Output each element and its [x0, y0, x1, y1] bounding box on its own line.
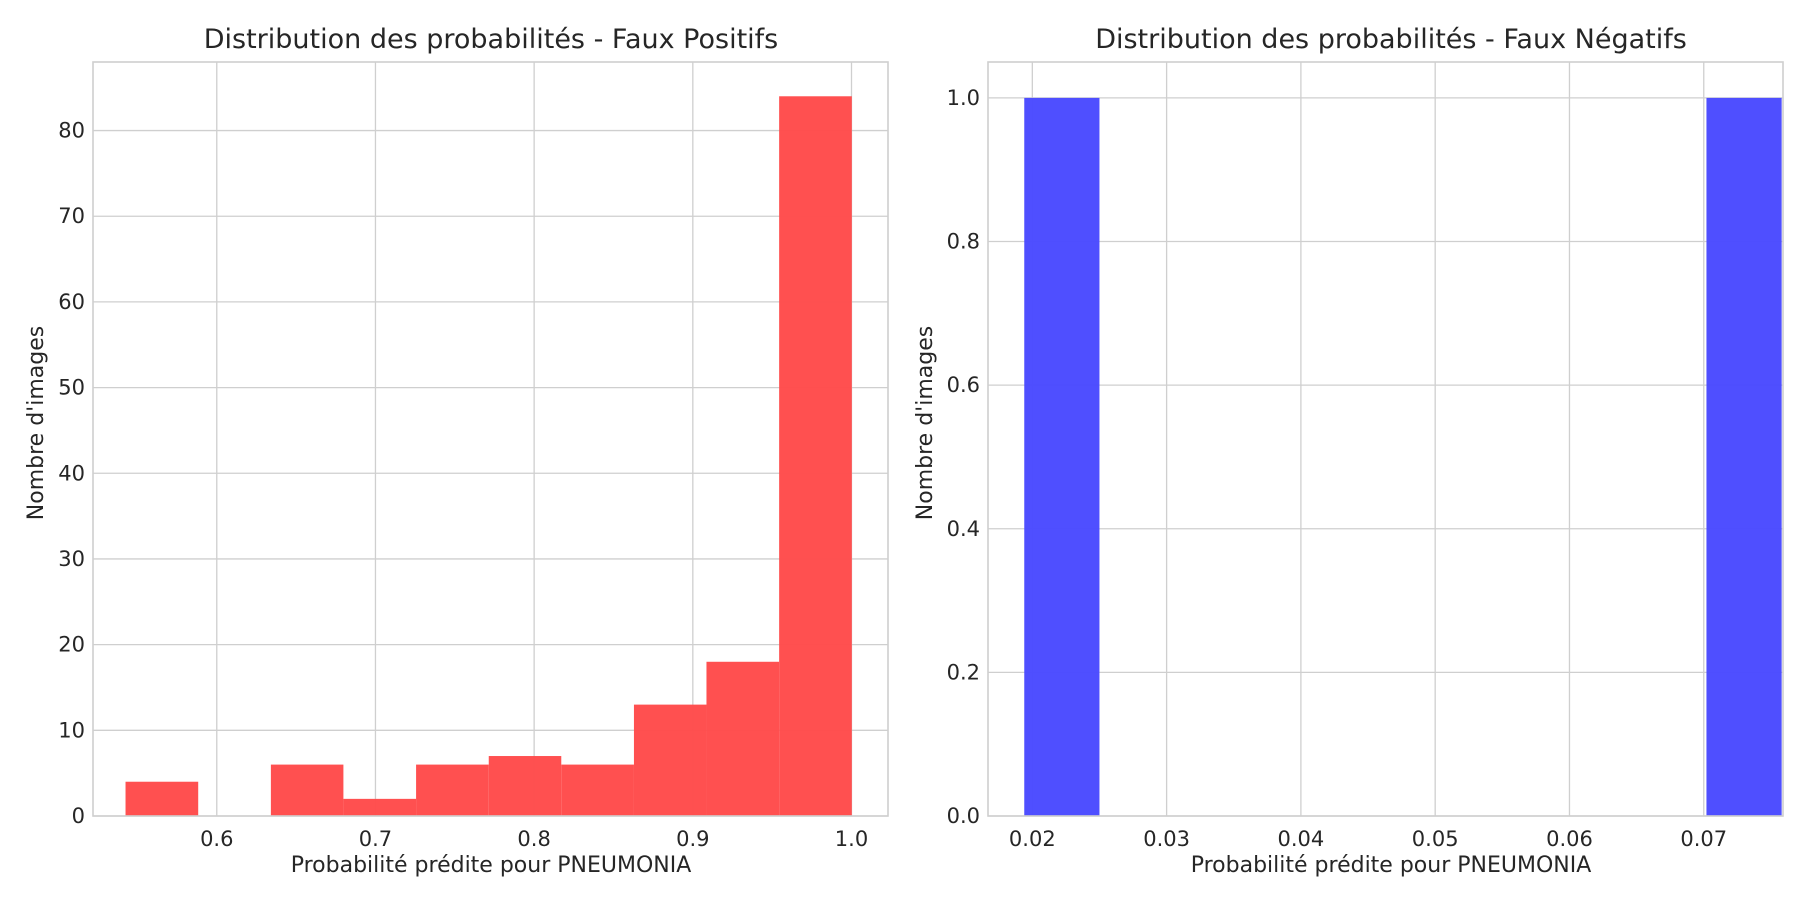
histogram-bar-fp	[633, 704, 707, 816]
y-tick-label-fp: 0	[72, 804, 85, 828]
histogram-bar-fn	[1706, 97, 1782, 816]
y-tick-label-fn: 0.8	[947, 230, 980, 254]
histogram-bar-fp	[270, 764, 344, 816]
x-tick-label-fp: 0.7	[359, 827, 392, 851]
x-tick-label-fp: 0.6	[200, 827, 233, 851]
y-tick-label-fp: 70	[58, 204, 85, 228]
y-tick-label-fn: 0.4	[947, 517, 980, 541]
y-tick-label-fp: 20	[58, 633, 85, 657]
y-tick-label-fn: 0.6	[947, 373, 980, 397]
x-tick-label-fn: 0.05	[1412, 827, 1459, 851]
x-tick-label-fn: 0.04	[1278, 827, 1325, 851]
y-tick-label-fn: 0.2	[947, 660, 980, 684]
false-negatives-panel: Distribution des probabilités - Faux Nég…	[913, 24, 1784, 878]
y-axis-label-false-positives: Nombre d'images	[24, 326, 49, 520]
plot-frame-fp	[92, 61, 889, 817]
x-tick-label-fn: 0.02	[1009, 827, 1056, 851]
y-axis-label-false-negatives: Nombre d'images	[913, 326, 938, 520]
plot-area-fn	[988, 62, 1783, 816]
histogram-bar-fp	[343, 798, 417, 816]
x-tick-label-fn: 0.06	[1546, 827, 1593, 851]
histogram-bar-fp	[416, 764, 489, 816]
histogram-bar-fp	[706, 661, 780, 816]
histogram-bar-fp	[488, 756, 562, 816]
histogram-bar-fp	[561, 764, 634, 816]
histogram-bar-fp	[779, 96, 852, 817]
histogram-bar-fn	[1024, 97, 1100, 816]
y-tick-label-fp: 50	[58, 376, 85, 400]
x-tick-label-fn: 0.03	[1143, 827, 1190, 851]
false-positives-panel: Distribution des probabilités - Faux Pos…	[24, 24, 889, 878]
y-tick-label-fn: 0.0	[947, 804, 980, 828]
x-axis-label-false-negatives: Probabilité prédite pour PNEUMONIA	[1191, 853, 1592, 878]
x-tick-label-fp: 1.0	[835, 827, 868, 851]
y-tick-label-fp: 30	[58, 547, 85, 571]
x-tick-label-fp: 0.8	[517, 827, 550, 851]
x-axis-label-false-positives: Probabilité prédite pour PNEUMONIA	[291, 853, 692, 878]
chart-title-false-negatives: Distribution des probabilités - Faux Nég…	[1095, 24, 1687, 55]
histogram-bar-fp	[125, 781, 199, 816]
x-tick-label-fp: 0.9	[676, 827, 709, 851]
chart-title-false-positives: Distribution des probabilités - Faux Pos…	[204, 24, 779, 55]
plot-frame-fn	[987, 61, 1784, 817]
y-tick-label-fp: 80	[58, 119, 85, 143]
y-tick-label-fp: 40	[58, 461, 85, 485]
y-tick-label-fp: 10	[58, 718, 85, 742]
y-tick-label-fn: 1.0	[947, 86, 980, 110]
x-tick-label-fn: 0.07	[1680, 827, 1727, 851]
y-tick-label-fp: 60	[58, 290, 85, 314]
